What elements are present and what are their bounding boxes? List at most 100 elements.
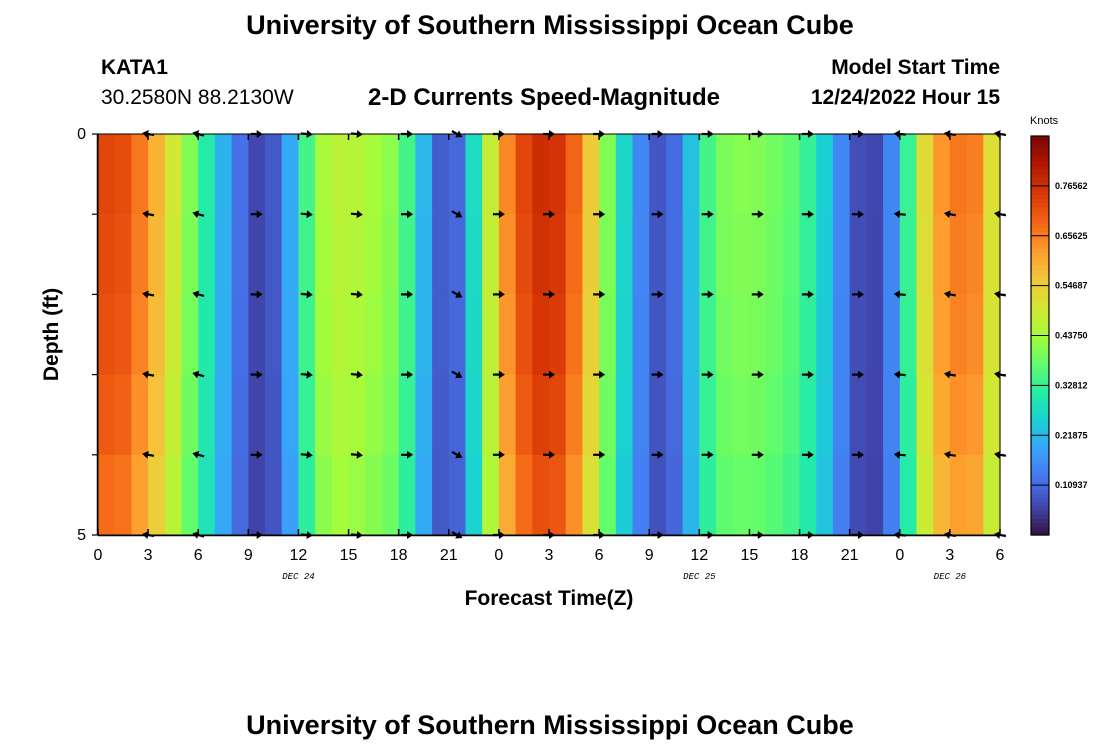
current-arrow (893, 370, 906, 379)
colorbar-tick-label: 0.65625 (1055, 231, 1088, 241)
colorbar-segment (1031, 223, 1049, 229)
colorbar-segment (1031, 156, 1049, 162)
current-arrow (543, 450, 555, 459)
heatmap-cell (214, 374, 233, 456)
heatmap-cell (98, 134, 116, 215)
current-arrow (192, 450, 205, 459)
heatmap-cell (532, 454, 550, 536)
x-tick-label: 0 (494, 547, 503, 564)
heatmap-cell (131, 134, 149, 215)
colorbar-segment (1031, 372, 1049, 378)
current-arrow (543, 290, 555, 299)
colorbar-segment (1031, 389, 1049, 395)
heatmap-cell (498, 454, 517, 536)
current-arrow (492, 450, 505, 459)
heatmap-cell (899, 214, 918, 295)
heatmap-cell (298, 454, 316, 536)
heatmap-cell (281, 214, 300, 295)
colorbar-segment (1031, 497, 1049, 503)
current-arrow (943, 290, 956, 299)
heatmap-cell (565, 374, 584, 456)
heatmap-cell (665, 214, 684, 295)
heatmap-cell (482, 294, 500, 376)
current-arrow (401, 210, 414, 219)
heatmap-cell (331, 214, 350, 295)
colorbar-segment (1031, 347, 1049, 353)
heatmap-cell (98, 214, 116, 295)
colorbar-segment (1031, 140, 1049, 145)
heatmap-cell (164, 214, 183, 295)
heatmap-cell (716, 294, 734, 376)
colorbar-segment (1031, 514, 1049, 519)
current-arrow (943, 210, 956, 219)
current-arrow (852, 450, 865, 459)
current-arrow (751, 450, 764, 459)
heatmap-cell (398, 454, 416, 536)
date-label: DEC 26 (934, 572, 967, 582)
heatmap-cell (899, 134, 918, 215)
heatmap-cells (98, 134, 1001, 536)
heatmap-cell (498, 134, 517, 215)
current-arrow (401, 370, 414, 379)
heatmap-cell (983, 294, 1001, 376)
colorbar-segment (1031, 202, 1049, 208)
colorbar-segment (1031, 381, 1049, 386)
colorbar-tick-label: 0.43750 (1055, 331, 1088, 341)
heatmap-cell (966, 294, 984, 376)
heatmap-cell (248, 214, 266, 295)
heatmap-cell (181, 454, 199, 536)
current-arrow (451, 450, 463, 459)
heatmap-cell (265, 294, 283, 376)
heatmap-cell (465, 374, 483, 456)
heatmap-cell (315, 454, 333, 536)
colorbar-segment (1031, 293, 1049, 299)
heatmap-cell (699, 214, 717, 295)
current-arrow (543, 210, 555, 219)
heatmap-cell (933, 454, 951, 536)
heatmap-cell (482, 134, 500, 215)
station-coordinates: 30.2580N 88.2130W (101, 86, 294, 109)
heatmap-cell (799, 294, 817, 376)
y-axis-label: Depth (ft) (40, 288, 63, 381)
heatmap-cell (966, 374, 984, 456)
heatmap-cell (832, 454, 851, 536)
heatmap-cell (148, 374, 166, 456)
current-arrow (893, 210, 906, 219)
heatmap-cell (432, 134, 450, 215)
current-arrow (492, 370, 505, 379)
heatmap-cell (849, 134, 867, 215)
colorbar-segment (1031, 480, 1049, 486)
colorbar-segment (1031, 505, 1049, 511)
heatmap-cell (381, 374, 400, 456)
heatmap-cell (231, 214, 249, 295)
colorbar-segment (1031, 235, 1049, 241)
heatmap-cell (983, 134, 1001, 215)
colorbar-segment (1031, 248, 1049, 253)
heatmap-cell (883, 214, 901, 295)
heatmap-cell (983, 374, 1001, 456)
heatmap-cell (582, 214, 600, 295)
x-tick-label: 3 (945, 547, 954, 564)
colorbar-segment (1031, 285, 1049, 291)
heatmap-cell (214, 214, 233, 295)
colorbar-segment (1031, 460, 1049, 465)
colorbar-segment (1031, 331, 1049, 337)
heatmap-cell (832, 134, 851, 215)
heatmap-cell (365, 134, 383, 215)
heatmap-cell (298, 294, 316, 376)
heatmap-cell (599, 374, 617, 456)
current-arrow (801, 450, 814, 459)
colorbar-segment (1031, 210, 1049, 216)
heatmap-cell (632, 134, 650, 215)
colorbar-tick-label: 0.54687 (1055, 281, 1088, 291)
heatmap-cell (415, 214, 433, 295)
colorbar-segment (1031, 414, 1049, 420)
heatmap-cell (448, 374, 467, 456)
heatmap-cell (381, 454, 400, 536)
colorbar-segment (1031, 377, 1049, 382)
heatmap-cell (515, 134, 533, 215)
heatmap-cell (432, 214, 450, 295)
heatmap-cell (448, 454, 467, 536)
heatmap-cell (331, 374, 350, 456)
